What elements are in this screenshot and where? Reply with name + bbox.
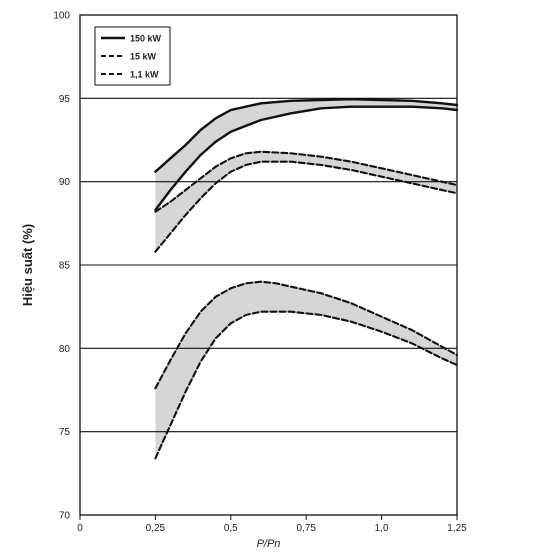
- legend-label-150-kw: 150 kW: [130, 34, 162, 44]
- line-15-kw-upper: [154, 150, 459, 213]
- y-tick-label-75: 75: [59, 427, 71, 438]
- x-tick-label-0-25: 0,25: [146, 523, 166, 534]
- x-tick-label-1-0: 1,0: [375, 523, 389, 534]
- y-tick-label-70: 70: [59, 511, 71, 522]
- y-tick-label-90: 90: [59, 177, 71, 188]
- lines-layer: [154, 97, 459, 460]
- x-axis-title: P/Pn: [257, 538, 281, 550]
- band-1-1-kw: [155, 281, 457, 459]
- x-tick-label-0: 0: [77, 523, 83, 534]
- bands-layer: [155, 99, 457, 459]
- band-15-kw: [155, 151, 457, 252]
- x-tick-label-0-75: 0,75: [296, 523, 316, 534]
- line-1-1-kw-lower: [154, 310, 459, 460]
- legend: 150 kW 15 kW 1,1 kW: [94, 26, 171, 86]
- y-tick-label-100: 100: [53, 11, 70, 22]
- legend-label-15-kw: 15 kW: [130, 52, 157, 62]
- y-tick-label-80: 80: [59, 344, 71, 355]
- x-tick-label-1-25: 1,25: [447, 523, 467, 534]
- plot-frame: [79, 14, 458, 516]
- band-150-kw: [155, 99, 457, 210]
- y-axis-title: Hiệu suất (%): [20, 224, 35, 306]
- line-150-kw-upper: [154, 97, 459, 173]
- line-150-kw-lower: [154, 105, 459, 212]
- line-15-kw-lower: [154, 160, 459, 253]
- ticks-layer: 0 0,25 0,5 0,75 1,0 1,25 70 75 80 85 90 95 100: [53, 11, 467, 535]
- y-tick-label-95: 95: [59, 94, 71, 105]
- y-tick-label-85: 85: [59, 261, 71, 272]
- grid-layer: [80, 97, 457, 433]
- legend-box: [94, 26, 171, 86]
- x-tick-label-0-5: 0,5: [224, 523, 238, 534]
- legend-label-1-1-kw: 1,1 kW: [130, 70, 159, 80]
- line-1-1-kw-upper: [154, 280, 459, 390]
